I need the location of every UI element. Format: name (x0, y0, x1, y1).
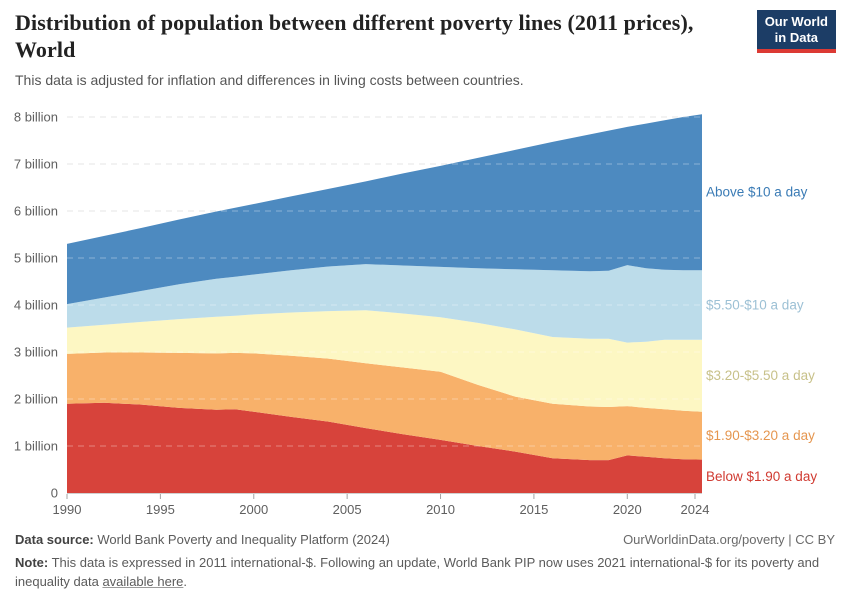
y-axis-label: 5 billion (14, 251, 58, 266)
footnote-suffix: . (183, 573, 188, 589)
y-axis-label: 0 (51, 486, 58, 501)
footnote-label: Note: (15, 554, 49, 570)
series-label-550-10: $5.50-$10 a day (706, 298, 804, 313)
y-axis-label: 2 billion (14, 392, 58, 407)
data-source-value: World Bank Poverty and Inequality Platfo… (93, 532, 390, 547)
data-source-label: Data source: (15, 532, 94, 547)
series-label-below-190: Below $1.90 a day (706, 469, 817, 484)
area-190-320 (67, 352, 702, 461)
footnote: Note: This data is expressed in 2011 int… (15, 554, 835, 592)
x-axis-label: 2000 (239, 502, 268, 517)
available-here-link[interactable]: available here (102, 573, 184, 589)
area-320-550 (67, 310, 702, 412)
y-axis-label: 8 billion (14, 110, 58, 125)
data-source: Data source: World Bank Poverty and Ineq… (15, 531, 390, 550)
x-axis-label: 2005 (333, 502, 362, 517)
owid-logo-line2: in Data (774, 30, 819, 45)
series-label-320-550: $3.20-$5.50 a day (706, 368, 815, 383)
y-axis-label: 1 billion (14, 439, 58, 454)
y-axis-label: 6 billion (14, 204, 58, 219)
x-axis-label: 2010 (426, 502, 455, 517)
chart-title: Distribution of population between diffe… (15, 10, 694, 62)
chart-footer: Data source: World Bank Poverty and Ineq… (15, 531, 835, 592)
x-axis-label: 2015 (519, 502, 548, 517)
x-axis-label: 1995 (146, 502, 175, 517)
attribution: OurWorldinData.org/poverty | CC BY (623, 532, 835, 547)
footnote-text: This data is expressed in 2011 internati… (15, 554, 820, 589)
y-axis-label: 7 billion (14, 157, 58, 172)
x-axis-label: 2024 (681, 502, 710, 517)
y-axis-label: 3 billion (14, 345, 58, 360)
area-above-10 (67, 114, 702, 305)
owid-logo: Our World in Data (756, 10, 836, 53)
y-axis-label: 4 billion (14, 298, 58, 313)
area-below-190 (67, 402, 702, 493)
series-label-above-10: Above $10 a day (706, 185, 808, 200)
chart-subtitle: This data is adjusted for inflation and … (15, 72, 524, 88)
owid-logo-line1: Our World (764, 14, 828, 29)
x-axis-label: 1990 (53, 502, 82, 517)
area-550-10 (67, 264, 702, 343)
series-label-190-320: $1.90-$3.20 a day (706, 428, 815, 443)
x-axis-label: 2020 (613, 502, 642, 517)
